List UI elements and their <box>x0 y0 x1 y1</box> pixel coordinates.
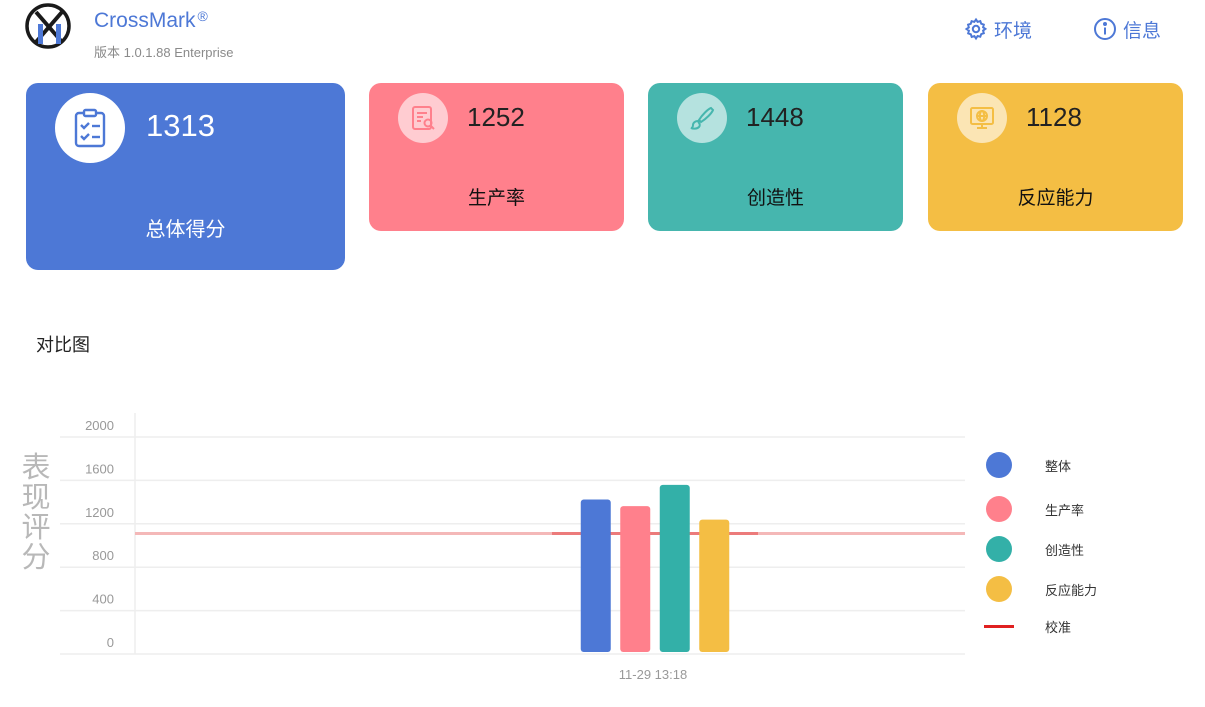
y-tick-label: 800 <box>92 548 114 563</box>
creativity-card: 1448 创造性 <box>648 83 903 231</box>
info-button[interactable]: 信息 <box>1093 14 1161 44</box>
environment-label: 环境 <box>994 19 1033 42</box>
bar-1 <box>580 499 611 652</box>
legend-label: 反应能力 <box>1045 583 1098 599</box>
legend-label: 整体 <box>1045 459 1072 475</box>
creativity-value: 1448 <box>746 102 804 132</box>
info-label: 信息 <box>1123 19 1162 42</box>
comparison-chart: 0 400 800 1200 1600 2000 11-29 13:18 <box>60 413 965 682</box>
app-title: CrossMark ® <box>94 8 208 32</box>
legend-item[interactable]: 整体 <box>984 452 1071 478</box>
chart-ylabel: 表现评分 <box>21 450 51 574</box>
total-score-value: 1313 <box>146 108 215 143</box>
legend-item[interactable]: 生产率 <box>984 496 1084 522</box>
x-tick-label: 11-29 13:18 <box>619 667 687 682</box>
productivity-card: 1252 生产率 <box>369 83 624 231</box>
legend-line <box>984 624 1014 628</box>
legend-label: 校准 <box>1045 620 1072 636</box>
app-version: 版本 1.0.1.88 Enterprise <box>94 45 234 60</box>
responsiveness-label: 反应能力 <box>1017 187 1094 209</box>
y-tick-label: 2000 <box>85 418 114 433</box>
comparison-chart-title: 对比图 <box>36 335 90 356</box>
monitor-globe-icon <box>957 93 1007 143</box>
legend-swatch <box>986 452 1012 478</box>
creativity-label: 创造性 <box>746 187 804 209</box>
legend-swatch <box>986 536 1012 562</box>
legend-item[interactable]: 创造性 <box>984 536 1084 562</box>
responsiveness-card: 1128 反应能力 <box>928 83 1183 231</box>
bar-4 <box>699 519 730 652</box>
document-search-icon <box>398 93 448 143</box>
gear-icon <box>964 17 988 41</box>
y-tick-label: 1200 <box>85 505 114 520</box>
environment-button[interactable]: 环境 <box>964 14 1032 44</box>
productivity-label: 生产率 <box>467 187 525 209</box>
y-tick-label: 0 <box>107 635 114 650</box>
app-header: CrossMark ® 版本 1.0.1.88 Enterprise 环境 信息 <box>0 0 1205 70</box>
y-tick-label: 1600 <box>85 461 114 476</box>
y-tick-label: 400 <box>92 592 114 607</box>
total-score-label: 总体得分 <box>145 217 226 241</box>
legend-label: 创造性 <box>1045 543 1085 559</box>
bar-2 <box>620 506 651 652</box>
total-score-card: 1313 总体得分 <box>26 83 345 270</box>
legend-label: 生产率 <box>1045 503 1085 519</box>
productivity-value: 1252 <box>467 102 525 132</box>
clipboard-icon <box>55 93 125 163</box>
responsiveness-value: 1128 <box>1026 102 1082 132</box>
legend-swatch <box>986 576 1012 602</box>
legend-swatch <box>986 496 1012 522</box>
crossmark-logo-icon <box>25 3 71 49</box>
legend-item[interactable]: 反应能力 <box>984 576 1097 602</box>
bar-3 <box>659 484 690 652</box>
legend-item-calibration[interactable]: 校准 <box>984 613 1071 639</box>
paintbrush-icon <box>677 93 727 143</box>
info-icon <box>1094 18 1116 40</box>
